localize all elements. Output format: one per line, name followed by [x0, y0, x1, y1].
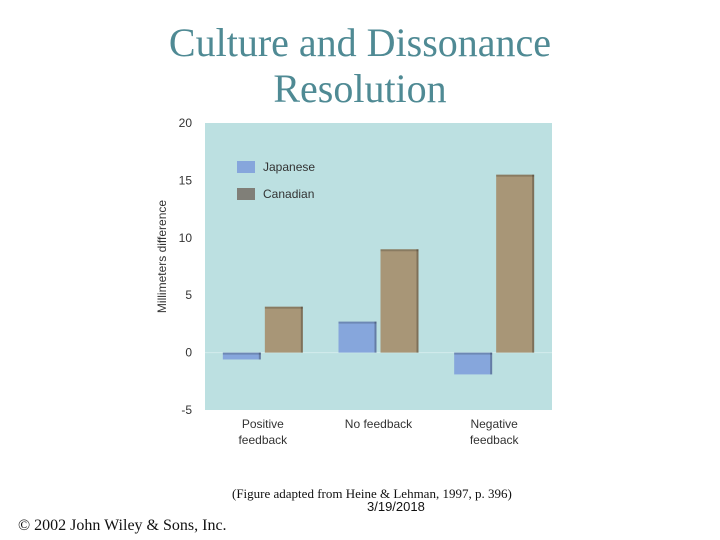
x-tick-label: Positive: [242, 417, 284, 431]
bar-japanese: [338, 321, 377, 353]
bar-canadian: [496, 174, 535, 353]
plot-area: [205, 123, 552, 410]
bar-shade: [416, 249, 419, 353]
bar-japanese: [454, 352, 493, 375]
slide-title-line-2: Resolution: [273, 66, 447, 111]
x-tick-label: feedback: [238, 433, 288, 447]
bar-canadian: [264, 306, 303, 353]
figure-caption: (Figure adapted from Heine & Lehman, 199…: [232, 486, 512, 501]
y-tick-label: 15: [179, 173, 193, 187]
bar-edge: [264, 306, 303, 309]
bar-edge: [222, 352, 261, 355]
bar-canadian: [380, 249, 419, 353]
x-tick-label: feedback: [470, 433, 520, 447]
y-tick-label: 10: [179, 231, 193, 245]
x-tick-label: No feedback: [345, 417, 413, 431]
legend-label: Japanese: [263, 160, 315, 174]
bar-shade: [532, 174, 535, 353]
y-tick-label: 20: [179, 116, 193, 130]
slide-date: 3/19/2018: [367, 499, 425, 514]
y-tick-label: 5: [185, 288, 192, 302]
bar-shade: [490, 352, 493, 375]
bar-shade: [258, 352, 261, 360]
bar-edge: [380, 249, 419, 252]
bar-shade: [374, 321, 377, 353]
y-tick-label: 0: [185, 346, 192, 360]
slide-title: Culture and Dissonance Resolution: [0, 20, 720, 112]
legend-swatch: [237, 188, 255, 200]
bar-shade: [300, 306, 303, 353]
x-tick-label: Negative: [470, 417, 518, 431]
bar-edge: [496, 174, 535, 177]
y-axis-label: Millimeters difference: [155, 200, 169, 313]
bar-edge: [454, 352, 493, 355]
y-tick-label: -5: [181, 403, 192, 417]
bar-chart: 20 15 10 5 0 -5 Millimeters difference Positive…: [155, 116, 552, 447]
slide-title-line-1: Culture and Dissonance: [168, 20, 552, 65]
legend-swatch: [237, 161, 255, 173]
copyright-notice: © 2002 John Wiley & Sons, Inc.: [18, 517, 227, 534]
bar-japanese: [222, 352, 261, 360]
bar-edge: [338, 321, 377, 324]
legend-label: Canadian: [263, 187, 314, 201]
